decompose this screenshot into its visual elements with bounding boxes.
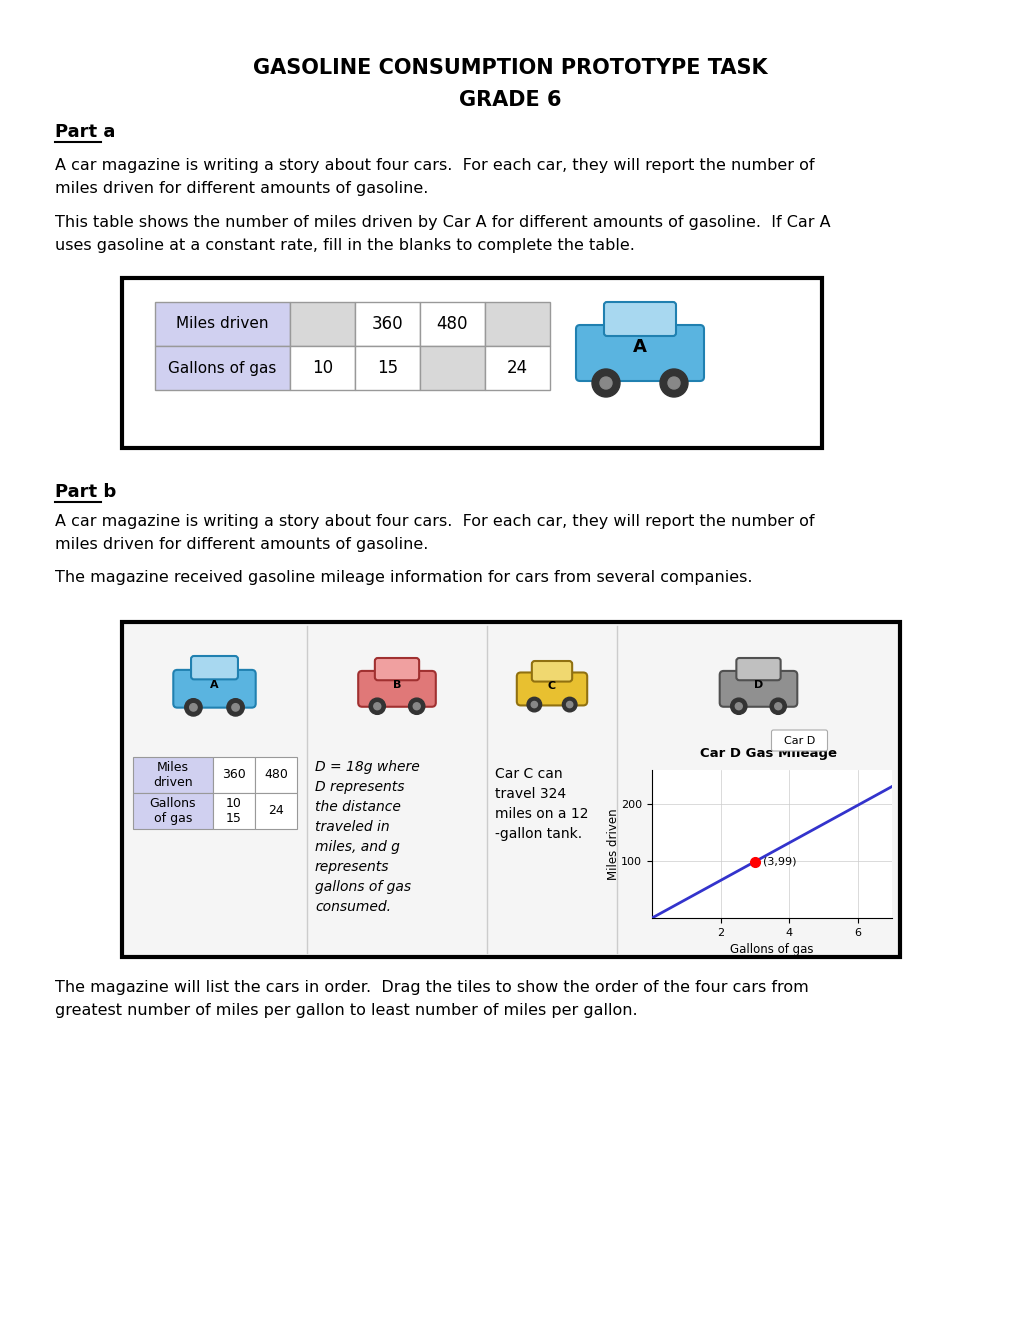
Text: The magazine received gasoline mileage information for cars from several compani: The magazine received gasoline mileage i…: [55, 570, 752, 585]
Text: Part a: Part a: [55, 123, 115, 141]
FancyBboxPatch shape: [155, 302, 289, 346]
Text: A: A: [210, 680, 219, 690]
Circle shape: [769, 698, 786, 714]
Circle shape: [735, 702, 742, 710]
FancyBboxPatch shape: [213, 793, 255, 829]
FancyBboxPatch shape: [155, 346, 289, 389]
Circle shape: [667, 378, 680, 389]
Text: A car magazine is writing a story about four cars.  For each car, they will repo: A car magazine is writing a story about …: [55, 513, 814, 552]
Circle shape: [413, 702, 420, 710]
FancyBboxPatch shape: [603, 302, 676, 337]
Circle shape: [409, 698, 425, 714]
FancyBboxPatch shape: [289, 346, 355, 389]
FancyBboxPatch shape: [531, 661, 572, 681]
Text: Car D: Car D: [784, 735, 814, 746]
FancyBboxPatch shape: [355, 302, 420, 346]
Text: 24: 24: [506, 359, 528, 378]
Text: Gallons
of gas: Gallons of gas: [150, 797, 196, 825]
FancyBboxPatch shape: [484, 302, 549, 346]
Text: 360: 360: [222, 768, 246, 781]
Circle shape: [566, 701, 573, 708]
Text: This table shows the number of miles driven by Car A for different amounts of ga: This table shows the number of miles dri…: [55, 215, 829, 253]
FancyBboxPatch shape: [132, 793, 213, 829]
Text: Part b: Part b: [55, 483, 116, 502]
Text: Car D Gas Mileage: Car D Gas Mileage: [699, 747, 837, 760]
Circle shape: [774, 702, 781, 710]
Circle shape: [659, 370, 688, 397]
Circle shape: [184, 698, 202, 715]
Text: D = 18g where
D represents
the distance
traveled in
miles, and g
represents
gall: D = 18g where D represents the distance …: [315, 760, 420, 915]
Text: 360: 360: [371, 315, 403, 333]
FancyBboxPatch shape: [420, 302, 484, 346]
Text: Car C can
travel 324
miles on a 12
-gallon tank.: Car C can travel 324 miles on a 12 -gall…: [494, 767, 588, 841]
X-axis label: Gallons of gas: Gallons of gas: [730, 944, 813, 956]
Text: 480: 480: [264, 768, 287, 781]
Text: C: C: [547, 681, 555, 690]
FancyBboxPatch shape: [122, 622, 899, 957]
FancyBboxPatch shape: [358, 671, 435, 706]
Circle shape: [373, 702, 380, 710]
Circle shape: [369, 698, 385, 714]
Text: GASOLINE CONSUMPTION PROTOTYPE TASK: GASOLINE CONSUMPTION PROTOTYPE TASK: [253, 58, 766, 78]
FancyBboxPatch shape: [484, 346, 549, 389]
Circle shape: [190, 704, 197, 711]
Text: GRADE 6: GRADE 6: [459, 90, 560, 110]
Text: 480: 480: [436, 315, 468, 333]
FancyBboxPatch shape: [122, 279, 821, 447]
Circle shape: [599, 378, 611, 389]
FancyBboxPatch shape: [770, 730, 826, 751]
FancyBboxPatch shape: [576, 325, 703, 381]
FancyBboxPatch shape: [213, 756, 255, 793]
FancyBboxPatch shape: [255, 793, 297, 829]
Text: 10: 10: [312, 359, 333, 378]
FancyBboxPatch shape: [173, 669, 256, 708]
FancyBboxPatch shape: [517, 672, 587, 705]
Text: A: A: [633, 338, 646, 356]
Text: 10
15: 10 15: [226, 797, 242, 825]
FancyBboxPatch shape: [191, 656, 237, 680]
Circle shape: [527, 697, 541, 711]
Text: D: D: [753, 680, 762, 690]
Circle shape: [561, 697, 577, 711]
Text: The magazine will list the cars in order.  Drag the tiles to show the order of t: The magazine will list the cars in order…: [55, 979, 808, 1019]
Circle shape: [231, 704, 239, 711]
Text: 24: 24: [268, 804, 283, 817]
FancyBboxPatch shape: [736, 657, 780, 680]
Text: B: B: [392, 680, 400, 690]
Y-axis label: Miles driven: Miles driven: [606, 808, 620, 880]
Circle shape: [531, 701, 537, 708]
Text: Miles
driven: Miles driven: [153, 762, 193, 789]
FancyBboxPatch shape: [132, 756, 213, 793]
Circle shape: [226, 698, 244, 715]
Text: Gallons of gas: Gallons of gas: [168, 360, 276, 375]
FancyBboxPatch shape: [289, 302, 355, 346]
FancyBboxPatch shape: [420, 346, 484, 389]
FancyBboxPatch shape: [375, 657, 419, 680]
Text: (3,99): (3,99): [762, 857, 796, 867]
Circle shape: [730, 698, 746, 714]
FancyBboxPatch shape: [719, 671, 797, 706]
FancyBboxPatch shape: [255, 756, 297, 793]
Text: A car magazine is writing a story about four cars.  For each car, they will repo: A car magazine is writing a story about …: [55, 158, 814, 197]
Text: Miles driven: Miles driven: [176, 317, 268, 331]
Circle shape: [591, 370, 620, 397]
Text: 15: 15: [377, 359, 397, 378]
FancyBboxPatch shape: [355, 346, 420, 389]
